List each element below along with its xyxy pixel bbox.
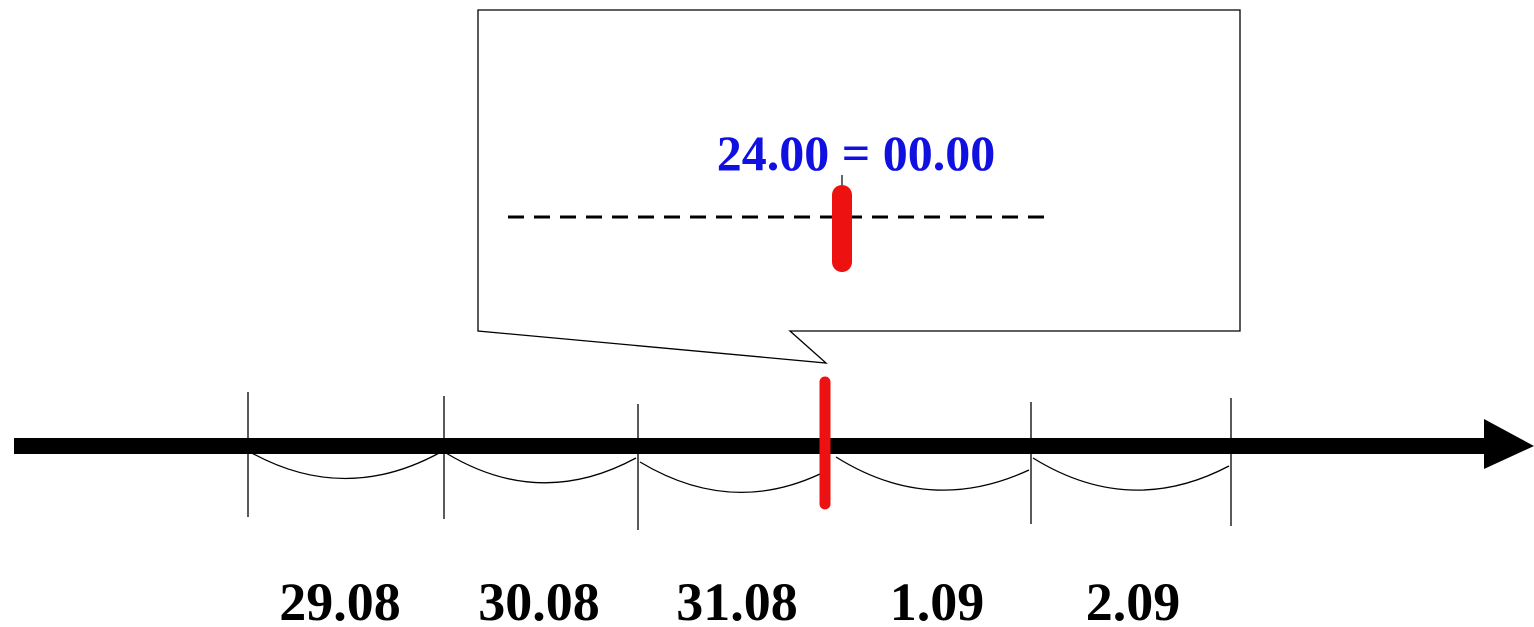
- day-label: 2.09: [1086, 572, 1181, 627]
- day-label: 30.08: [478, 572, 600, 627]
- day-arc: [1032, 457, 1230, 491]
- day-arc: [835, 456, 1030, 491]
- callout-box: [477, 9, 1241, 364]
- callout-text: 24.00 = 00.00: [717, 125, 996, 181]
- day-label: 29.08: [279, 572, 401, 627]
- day-arc: [445, 452, 637, 484]
- day-label: 1.09: [890, 572, 985, 627]
- day-arc: [249, 451, 442, 480]
- axis-arrowhead: [1484, 419, 1534, 469]
- day-label: 31.08: [676, 572, 798, 627]
- day-arc: [639, 461, 821, 493]
